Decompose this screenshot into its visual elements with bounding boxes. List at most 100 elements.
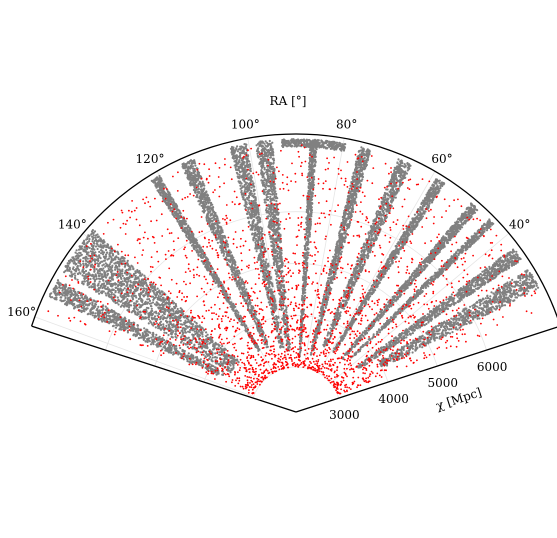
gray-point <box>383 352 385 354</box>
gray-point <box>397 341 399 343</box>
gray-point <box>469 322 471 324</box>
gray-point <box>434 334 436 336</box>
gray-point <box>494 270 496 272</box>
gray-point <box>395 248 397 250</box>
gray-point <box>430 337 432 339</box>
gray-point <box>352 288 354 290</box>
gray-point <box>385 188 387 190</box>
gray-point <box>379 363 381 365</box>
gray-point <box>509 295 511 297</box>
gray-point <box>388 344 390 346</box>
gray-point <box>498 258 500 260</box>
gray-point <box>472 291 474 293</box>
gray-point <box>458 224 460 226</box>
gray-point <box>414 271 416 273</box>
gray-point <box>433 308 435 310</box>
gray-point <box>402 170 404 172</box>
gray-point <box>408 299 410 301</box>
gray-point <box>517 284 519 286</box>
gray-point <box>382 204 384 206</box>
gray-point <box>457 328 459 330</box>
gray-point <box>396 251 398 253</box>
gray-point <box>414 276 416 278</box>
gray-point <box>476 302 478 304</box>
gray-point <box>491 271 493 273</box>
gray-point <box>347 284 349 286</box>
gray-point <box>461 288 463 290</box>
gray-point <box>454 222 456 224</box>
gray-point <box>423 212 425 214</box>
gray-point <box>482 278 484 280</box>
gray-point <box>503 268 505 270</box>
gray-point <box>459 318 461 320</box>
gray-point <box>482 228 484 230</box>
gray-point <box>433 256 435 258</box>
gray-point <box>460 298 462 300</box>
gray-point <box>390 257 392 259</box>
gray-point <box>417 295 419 297</box>
gray-point <box>504 291 506 293</box>
gray-point <box>470 286 472 288</box>
gray-point <box>502 298 504 300</box>
gray-point <box>472 237 474 239</box>
gray-point <box>399 248 401 250</box>
gray-point <box>431 201 433 203</box>
gray-point <box>437 244 439 246</box>
gray-point <box>424 198 426 200</box>
gray-point <box>502 288 504 290</box>
gray-point <box>410 347 412 349</box>
gray-point <box>442 267 444 269</box>
gray-point <box>433 181 435 183</box>
gray-point <box>458 218 460 220</box>
gray-point <box>403 232 405 234</box>
gray-point <box>387 346 389 348</box>
gray-point <box>396 292 398 294</box>
gray-point <box>334 316 336 318</box>
gray-point <box>452 228 454 230</box>
gray-point <box>499 307 501 309</box>
gray-point <box>479 235 481 237</box>
gray-point <box>515 251 517 253</box>
gray-point <box>526 293 528 295</box>
gray-point <box>473 285 475 287</box>
gray-point <box>512 254 514 256</box>
gray-point <box>469 216 471 218</box>
gray-point <box>409 328 411 330</box>
gray-point <box>478 229 480 231</box>
gray-point <box>448 233 450 235</box>
gray-point <box>391 185 393 187</box>
gray-point <box>498 305 500 307</box>
gray-point <box>427 340 429 342</box>
gray-point <box>421 270 423 272</box>
gray-point <box>422 290 424 292</box>
gray-point <box>478 307 480 309</box>
gray-point <box>452 298 454 300</box>
gray-point <box>425 258 427 260</box>
gray-point <box>482 307 484 309</box>
gray-point <box>480 273 482 275</box>
gray-point <box>346 353 348 355</box>
gray-point <box>366 341 368 343</box>
gray-point <box>351 277 353 279</box>
gray-point <box>377 210 379 212</box>
gray-point <box>378 328 380 330</box>
gray-point <box>450 318 452 320</box>
gray-point <box>490 299 492 301</box>
gray-point <box>407 284 409 286</box>
gray-point <box>442 306 444 308</box>
gray-point <box>457 301 459 303</box>
gray-point <box>486 229 488 231</box>
gray-point <box>330 324 332 326</box>
gray-point <box>520 258 522 260</box>
gray-point <box>469 306 471 308</box>
gray-point <box>326 334 328 336</box>
gray-point <box>417 271 419 273</box>
gray-point <box>387 267 389 269</box>
gray-point <box>400 160 402 162</box>
gray-point <box>438 328 440 330</box>
gray-point <box>532 281 534 283</box>
gray-point <box>376 352 378 354</box>
gray-point <box>442 331 444 333</box>
gray-point <box>413 225 415 227</box>
gray-point <box>475 209 477 211</box>
